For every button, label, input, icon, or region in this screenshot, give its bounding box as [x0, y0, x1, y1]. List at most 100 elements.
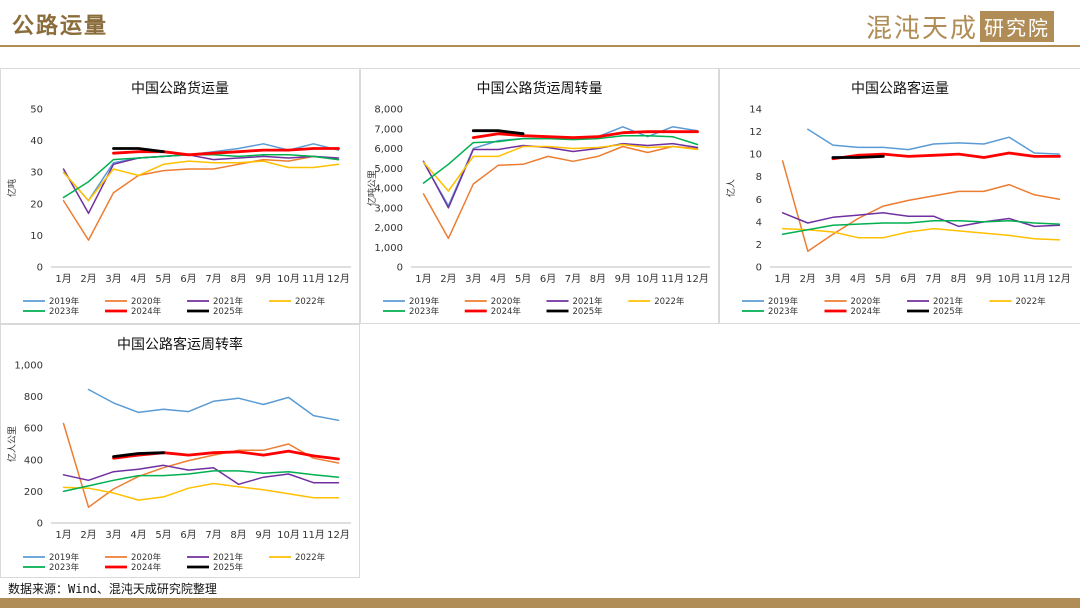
- x-tick-label: 3月: [105, 529, 121, 541]
- x-tick-label: 4月: [130, 529, 146, 541]
- x-tick-label: 11月: [1023, 273, 1046, 285]
- x-tick-label: 7月: [205, 529, 221, 541]
- series-2020-line: [62, 155, 340, 241]
- series-2021-line: [781, 212, 1061, 228]
- legend-label: 2022年: [295, 296, 326, 307]
- x-tick-label: 8月: [230, 529, 246, 541]
- x-tick-label: 12月: [327, 529, 350, 541]
- series-2025-line: [831, 155, 885, 159]
- y-tick-label: 7,000: [374, 124, 403, 135]
- chart-title: 中国公路货运量: [131, 80, 229, 97]
- y-tick-label: 800: [24, 392, 43, 403]
- series-2020-line: [422, 145, 699, 240]
- series-2021-line: [62, 154, 340, 215]
- legend-label: 2020年: [131, 552, 162, 563]
- y-tick-label: 6: [756, 195, 762, 206]
- series-2019-line: [62, 143, 340, 202]
- x-tick-label: 2月: [80, 529, 96, 541]
- x-tick-label: 3月: [465, 273, 481, 285]
- chart-panel-passenger-volume: 中国公路客运量 亿人 0 2 4 6 8 10 12 14 1月 2月 3月 4月 5月 6月 7月 8月 9月 10…: [719, 68, 1080, 324]
- x-tick-label: 4月: [850, 273, 866, 285]
- x-tick-label: 1月: [55, 529, 71, 541]
- x-tick-label: 11月: [302, 273, 325, 285]
- x-tick-label: 11月: [302, 529, 325, 541]
- legend-label: 2022年: [295, 552, 326, 563]
- x-tick-label: 8月: [590, 273, 606, 285]
- chart-panel-freight-turnover: 中国公路货运周转量 亿吨公里 0 1,000 2,000 3,000 4,000 5,000 6…: [360, 68, 719, 324]
- series-2022-line: [62, 160, 340, 202]
- page-header: 公路运量 混沌天成 研究院: [0, 0, 1080, 47]
- chart-title: 中国公路客运量: [851, 80, 949, 97]
- series-2023-line: [422, 134, 699, 184]
- header-divider: [0, 45, 1080, 47]
- x-tick-label: 9月: [615, 273, 631, 285]
- x-tick-label: 12月: [686, 273, 709, 285]
- y-tick-label: 0: [756, 263, 762, 274]
- chart-title: 中国公路客运周转率: [117, 336, 243, 353]
- x-tick-label: 10月: [998, 273, 1021, 285]
- x-tick-label: 8月: [230, 273, 246, 285]
- y-tick-label: 40: [30, 136, 43, 147]
- y-tick-label: 20: [30, 199, 43, 210]
- y-tick-label: 1,000: [14, 361, 43, 372]
- y-tick-label: 0: [397, 263, 403, 274]
- series-2019-line: [807, 128, 1061, 155]
- y-tick-label: 10: [30, 231, 43, 242]
- series-2025-line: [471, 129, 525, 136]
- legend-label: 2025年: [213, 306, 244, 317]
- x-tick-label: 1月: [55, 273, 71, 285]
- x-tick-label: 1月: [415, 273, 431, 285]
- x-tick-label: 4月: [130, 273, 146, 285]
- x-tick-label: 7月: [925, 273, 941, 285]
- y-tick-label: 50: [30, 105, 43, 116]
- x-tick-label: 9月: [255, 529, 271, 541]
- x-tick-label: 6月: [180, 529, 196, 541]
- legend-label: 2021年: [213, 296, 244, 307]
- page-title: 公路运量: [12, 13, 109, 39]
- series-2024-line: [112, 147, 340, 157]
- y-tick-label: 2,000: [374, 223, 403, 234]
- legend-label: 2025年: [573, 306, 604, 317]
- y-tick-label: 5,000: [374, 164, 403, 175]
- chart-panel-passenger-turnover: 中国公路客运周转率 亿人公里 0 200 400 600 800 1,000 1月 2月 3月 4月 5…: [0, 324, 360, 578]
- series-2022-line: [62, 482, 340, 501]
- legend-label: 2024年: [491, 306, 522, 317]
- series-2019-line: [87, 388, 340, 422]
- legend-label: 2020年: [131, 296, 162, 307]
- y-tick-label: 3,000: [374, 203, 403, 214]
- legend-label: 2019年: [768, 296, 799, 307]
- series-2023-line: [62, 470, 340, 493]
- legend-label: 2020年: [491, 296, 522, 307]
- x-tick-label: 10月: [636, 273, 659, 285]
- y-tick-label: 0: [37, 263, 43, 274]
- y-tick-label: 8: [756, 172, 762, 183]
- legend-label: 2021年: [573, 296, 604, 307]
- x-tick-label: 2月: [440, 273, 456, 285]
- series-2025-line: [112, 147, 165, 154]
- y-tick-label: 400: [24, 455, 43, 466]
- legend-label: 2019年: [409, 296, 440, 307]
- chart-title: 中国公路货运周转量: [477, 80, 603, 97]
- y-tick-label: 14: [749, 105, 762, 116]
- x-tick-label: 8月: [951, 273, 967, 285]
- x-tick-label: 6月: [900, 273, 916, 285]
- x-tick-label: 10月: [277, 273, 300, 285]
- legend-label: 2024年: [851, 306, 882, 317]
- brand-logo: 混沌天成 研究院: [866, 8, 1054, 45]
- x-tick-label: 12月: [327, 273, 350, 285]
- series-2025-line: [112, 451, 165, 458]
- series-2022-line: [422, 143, 699, 192]
- y-tick-label: 600: [24, 424, 43, 435]
- legend-label: 2023年: [49, 562, 80, 573]
- y-axis-label: 亿人公里: [6, 426, 18, 462]
- x-tick-label: 5月: [155, 273, 171, 285]
- x-tick-label: 7月: [205, 273, 221, 285]
- x-tick-label: 5月: [155, 529, 171, 541]
- data-source-note: 数据来源：Wind、混沌天成研究院整理: [8, 582, 217, 596]
- y-tick-label: 12: [749, 127, 762, 138]
- x-tick-label: 9月: [255, 273, 271, 285]
- chart-panel-freight-volume: 中国公路货运量 亿吨 0 10 20 30 40 50 1月 2月 3月 4月 5月 6月 7月 8月 9月 10…: [0, 68, 360, 324]
- footer-bar: [0, 598, 1080, 608]
- legend-label: 2020年: [851, 296, 882, 307]
